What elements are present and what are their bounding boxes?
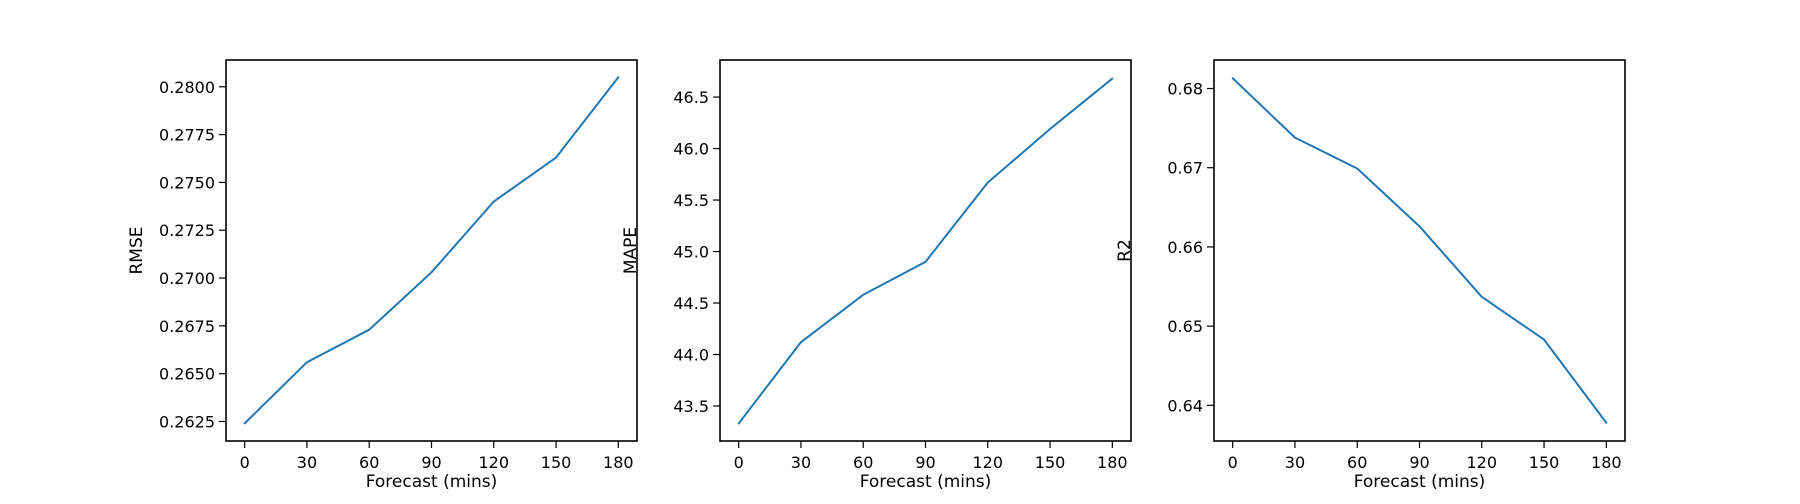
r2-x-tick-label: 60: [1347, 453, 1367, 472]
rmse-chart: 0 30 60 90 120 150 180 0.2625 0.2650 0.2675 0.2700…: [127, 59, 638, 492]
r2-y-axis-label: R2: [1115, 239, 1135, 262]
r2-y-tick-label: 0.66: [1167, 238, 1203, 257]
rmse-y-tick-label: 0.2750: [159, 173, 215, 192]
mape-y-tick-label: 45.5: [673, 191, 709, 210]
r2-x-tick-label: 0: [1228, 453, 1238, 472]
rmse-y-axis-label: RMSE: [127, 226, 147, 274]
mape-series-line: [737, 77, 1114, 425]
rmse-y-tick-label: 0.2650: [159, 365, 215, 384]
rmse-series-line: [243, 76, 620, 425]
rmse-y-tick-label: 0.2625: [159, 412, 215, 431]
rmse-x-tick-label: 180: [603, 453, 634, 472]
mape-chart: 0 30 60 90 120 150 180 43.5 44.0 44.5 45.0 45.5 46.0…: [621, 59, 1132, 492]
r2-x-tick-label: 150: [1529, 453, 1560, 472]
r2-x-tick-label: 180: [1591, 453, 1622, 472]
mape-x-tick-label: 150: [1035, 453, 1066, 472]
rmse-y-tick-label: 0.2700: [159, 269, 215, 288]
mape-y-tick-label: 46.5: [673, 88, 709, 107]
mape-x-tick-label: 120: [972, 453, 1003, 472]
rmse-x-tick-label: 0: [240, 453, 250, 472]
r2-x-axis-label: Forecast (mins): [1354, 472, 1486, 492]
rmse-y-tick-label: 0.2675: [159, 317, 215, 336]
rmse-x-axis-label: Forecast (mins): [366, 472, 498, 492]
r2-axes-frame: [1213, 59, 1626, 442]
rmse-y-tick-label: 0.2775: [159, 126, 215, 145]
rmse-x-tick-label: 90: [421, 453, 441, 472]
mape-x-tick-label: 90: [915, 453, 935, 472]
r2-y-tick-label: 0.67: [1167, 159, 1203, 178]
r2-y-tick-label: 0.65: [1167, 317, 1203, 336]
rmse-y-tick-label: 0.2725: [159, 221, 215, 240]
mape-y-axis-label: MAPE: [621, 227, 641, 274]
mape-y-tick-label: 44.0: [673, 346, 709, 365]
mape-axes-frame: [719, 59, 1132, 442]
mape-y-tick-label: 45.0: [673, 243, 709, 262]
mape-y-tick-label: 46.0: [673, 140, 709, 159]
rmse-axes-frame: [225, 59, 638, 442]
rmse-x-tick-label: 150: [541, 453, 572, 472]
r2-series-line: [1231, 77, 1608, 424]
mape-x-tick-label: 60: [853, 453, 873, 472]
rmse-x-tick-label: 120: [478, 453, 509, 472]
mape-x-tick-label: 30: [791, 453, 811, 472]
r2-x-tick-label: 30: [1285, 453, 1305, 472]
mape-x-tick-label: 180: [1097, 453, 1128, 472]
mape-y-tick-label: 44.5: [673, 294, 709, 313]
r2-y-tick-label: 0.64: [1167, 396, 1203, 415]
mape-x-tick-label: 0: [734, 453, 744, 472]
mape-x-axis-label: Forecast (mins): [860, 472, 992, 492]
rmse-x-tick-label: 60: [359, 453, 379, 472]
rmse-y-tick-label: 0.2800: [159, 78, 215, 97]
r2-chart: 0 30 60 90 120 150 180 0.64 0.65 0.66 0.67 0.68 Fore…: [1115, 59, 1626, 492]
r2-y-tick-label: 0.68: [1167, 80, 1203, 99]
rmse-x-tick-label: 30: [297, 453, 317, 472]
r2-x-tick-label: 90: [1409, 453, 1429, 472]
mape-y-tick-label: 43.5: [673, 397, 709, 416]
r2-x-tick-label: 120: [1466, 453, 1497, 472]
